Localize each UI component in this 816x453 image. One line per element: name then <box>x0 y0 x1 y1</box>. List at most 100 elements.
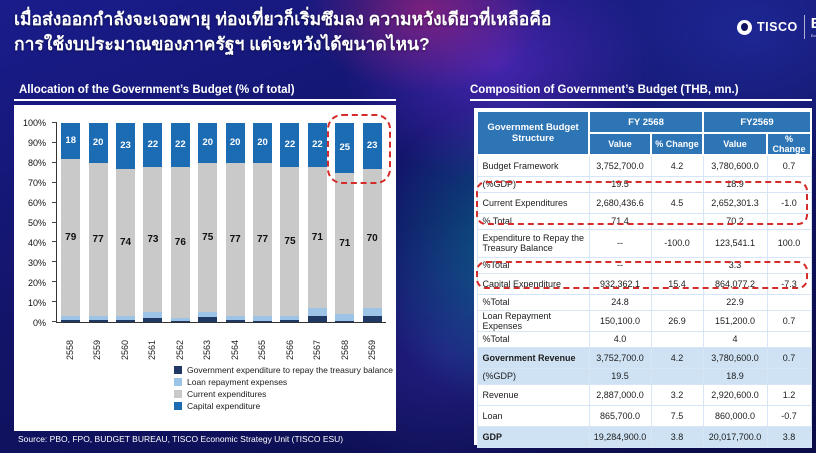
bar-segment: 71 <box>307 166 327 309</box>
value-cell: 71.4 <box>588 212 652 230</box>
bar-value-label: 22 <box>312 139 323 151</box>
bar-segment: 70 <box>362 168 382 309</box>
row-label-cell: (%GDP) <box>476 367 590 385</box>
stacked-bar-2568: 71 25 <box>335 123 355 322</box>
logo-divider <box>803 15 805 39</box>
bar-segment: 20 <box>225 123 245 163</box>
value-cell: 18.9 <box>702 367 768 385</box>
y-tick-mark <box>52 201 57 203</box>
value-cell: 4.0 <box>588 330 652 348</box>
bar-segment: 75 <box>280 166 300 317</box>
y-axis: 0% 10% 20% 30% 40% 50% 60% 70% 80% 90% 100% <box>14 118 54 328</box>
stacked-bar-2563: 75 20 <box>198 123 218 322</box>
row-label-cell: Capital Expenditure <box>476 272 590 295</box>
table-row: Loan Repayment Expenses 150,100.0 26.9 151,… <box>476 309 812 332</box>
row-label-cell: GDP <box>476 425 590 448</box>
x-tick-label: 2558 <box>64 339 75 360</box>
esu-subtext: Economic Strategy Unit <box>810 33 816 38</box>
value-cell <box>766 330 812 348</box>
row-label-cell: %Total <box>476 330 590 348</box>
chart-title: Allocation of the Government’s Budget (%… <box>19 84 295 96</box>
bar-segment <box>143 318 163 322</box>
bar-segment <box>225 316 245 321</box>
bar-value-label: 75 <box>284 235 296 247</box>
bar-value-label: 77 <box>92 233 104 245</box>
legend-item: Current expenditures <box>174 389 393 399</box>
table-row: Government Revenue 3,752,700.0 4.2 3,780,60… <box>476 346 812 369</box>
bar-value-label: 22 <box>175 139 186 151</box>
value-cell: 3.2 <box>650 383 704 406</box>
value-cell: 0.7 <box>766 309 812 332</box>
bar-segment: 20 <box>198 123 218 163</box>
bar-value-label: 73 <box>147 233 159 245</box>
value-cell: 150,100.0 <box>588 309 652 332</box>
value-cell: 22.9 <box>702 293 768 311</box>
value-cell: -- <box>588 256 652 274</box>
value-cell <box>766 293 812 311</box>
bar-segment <box>307 316 327 322</box>
bar-value-label: 23 <box>366 140 378 152</box>
row-label-cell: Expenditure to Repay the Treasury Balanc… <box>476 228 590 258</box>
bar-segment <box>280 320 300 322</box>
table-row: % Total 71.4 70.2 <box>476 212 812 230</box>
bar-segment: 77 <box>88 162 108 317</box>
y-tick-label: 10% <box>27 298 46 308</box>
x-tick-label: 2563 <box>202 339 213 360</box>
table-row: (%GDP) 19.5 18.9 <box>476 367 812 385</box>
bar-segment: 22 <box>280 123 300 167</box>
bar-segment <box>170 318 190 322</box>
bar-segment <box>253 316 273 322</box>
y-tick-mark <box>52 221 57 223</box>
value-cell: 3.3 <box>702 256 768 274</box>
value-cell: -1.0 <box>766 191 812 214</box>
value-cell: -100.0 <box>650 228 704 258</box>
row-label-cell: (%GDP) <box>476 175 590 193</box>
bar-value-label: 75 <box>202 231 214 243</box>
table-title: Composition of Government’s Budget (THB,… <box>470 84 739 96</box>
y-tick-mark <box>52 181 57 183</box>
stacked-bar-2562: 76 22 <box>170 123 190 322</box>
legend-swatch-icon <box>174 366 182 374</box>
bar-segment <box>253 321 273 322</box>
row-label-cell: Revenue <box>476 383 590 406</box>
value-cell: 3,780,600.0 <box>702 346 768 369</box>
bar-segment <box>61 316 81 321</box>
value-cell <box>650 293 704 311</box>
stacked-bar-2561: 73 22 <box>143 123 163 322</box>
row-label-cell: % Total <box>476 212 590 230</box>
y-tick-label: 60% <box>27 198 46 208</box>
table-row: Current Expenditures 2,680,436.6 4.5 2,652,… <box>476 191 812 214</box>
value-cell: -- <box>588 228 652 258</box>
row-label-cell: %Total <box>476 256 590 274</box>
header-value-2: Value <box>702 132 768 156</box>
y-tick-label: 30% <box>27 258 46 268</box>
bar-value-label: 20 <box>92 137 104 149</box>
y-tick-mark <box>52 122 57 123</box>
bar-segment <box>170 321 190 322</box>
value-cell <box>766 175 812 193</box>
value-cell: 3,752,700.0 <box>588 154 652 177</box>
bar-segment <box>88 316 108 321</box>
bar-value-label: 22 <box>284 139 296 151</box>
value-cell: -7.3 <box>766 272 812 295</box>
y-tick-label: 80% <box>27 158 46 168</box>
budget-allocation-chart: 0% 10% 20% 30% 40% 50% 60% 70% 80% 90% 100% 79 18 77… <box>14 105 396 431</box>
value-cell: 865,700.0 <box>588 404 652 427</box>
budget-composition-table-panel: Government Budget Structure FY 2568 FY25… <box>474 108 812 448</box>
value-cell: 151,200.0 <box>702 309 768 332</box>
bar-value-label: 20 <box>229 137 241 149</box>
x-tick-label: 2568 <box>339 339 350 360</box>
table-title-underline <box>470 99 812 101</box>
value-cell: 0.7 <box>766 154 812 177</box>
bar-segment: 76 <box>170 166 190 319</box>
table-row: Capital Expenditure 932,362.1 15.4 864,077.… <box>476 272 812 295</box>
headline: เมื่อส่งออกกำลังจะเจอพายุ ท่องเที่ยวก็เร… <box>14 7 686 58</box>
value-cell <box>650 367 704 385</box>
y-tick-mark <box>52 301 57 303</box>
x-axis-labels: 2558 2559 2560 2561 2562 2563 2564 2565 2566 2567… <box>56 326 386 360</box>
bar-value-label: 18 <box>65 135 76 147</box>
stacked-bar-2565: 77 20 <box>253 123 273 322</box>
legend-label: Capital expenditure <box>187 401 261 411</box>
y-tick-label: 50% <box>27 218 46 228</box>
value-cell: 3.8 <box>650 425 704 448</box>
